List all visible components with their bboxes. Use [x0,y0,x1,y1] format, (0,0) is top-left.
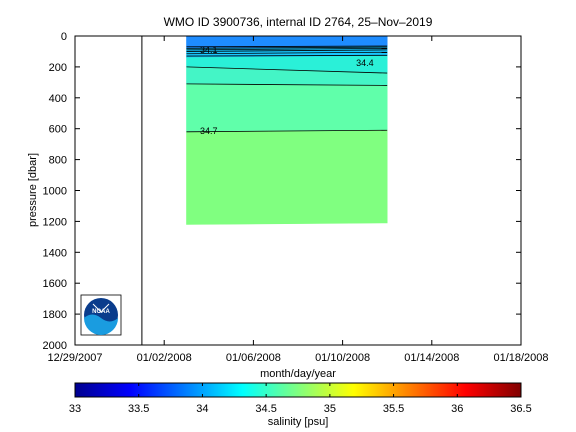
y-tick-label: 1600 [43,278,67,290]
y-tick-label: 0 [61,31,67,43]
contour-labels: 34.1 34.4 34.7 [200,45,374,136]
contour-line [186,129,388,133]
colorbar-ticks: 33 33.5 34 34.5 35 35.5 36 36.5 [69,383,532,415]
colorbar [74,382,522,398]
colorbar-tick-label: 36.5 [510,403,531,415]
colorbar-tick-label: 34.5 [255,403,276,415]
y-axis-title: pressure [dbar] [27,153,39,227]
contour-line [186,49,388,52]
y-tick-label: 1800 [43,309,67,321]
y-tick-label: 600 [49,124,67,136]
x-axis-title: month/day/year [260,368,336,380]
contour-label: 34.1 [200,45,218,55]
contour-line [186,66,388,74]
contour-line [186,83,388,86]
y-tick-label: 1200 [43,216,67,228]
y-tick-label: 200 [49,62,67,74]
colorbar-tick-label: 34 [196,403,208,415]
colorbar-tick-label: 35 [324,403,336,415]
x-tick-label: 01/02/2008 [137,352,192,364]
y-tick-label: 400 [49,93,67,105]
contour-line [186,54,388,57]
x-tick-label: 01/10/2008 [315,352,370,364]
colorbar-tick-label: 36 [451,403,463,415]
chart-title: WMO ID 3900736, internal ID 2764, 25–Nov… [164,15,433,29]
colorbar-label: salinity [psu] [268,416,329,428]
x-tick-label: 12/29/2007 [47,352,102,364]
contour-line [186,46,388,49]
contour-line [186,51,388,55]
colorbar-tick-label: 33.5 [128,403,149,415]
colorbar-tick-label: 33 [69,403,81,415]
contour-label: 34.4 [356,58,374,68]
y-tick-label: 2000 [43,340,67,352]
y-tick-label: 800 [49,155,67,167]
y-tick-label: 1400 [43,247,67,259]
salinity-layer [186,129,388,225]
y-tick-label: 1000 [43,186,67,198]
x-tick-label: 01/18/2008 [493,352,548,364]
contour-line [186,45,388,48]
plot-frame [74,35,522,346]
x-tick-labels: 12/29/2007 01/02/2008 01/06/2008 01/10/2008… [47,352,548,364]
x-tick-label: 01/06/2008 [226,352,281,364]
x-tick-label: 01/14/2008 [404,352,459,364]
colorbar-tick-label: 35.5 [383,403,404,415]
salinity-layer [186,83,388,133]
contour-label: 34.7 [200,126,218,136]
noaa-logo-text: NOAA [92,309,110,315]
contour-lines [186,45,388,133]
y-tick-labels: 0 200 400 600 800 1000 1200 1400 1600 1800 2000 [43,31,67,352]
noaa-logo: NOAA [80,294,122,336]
contour-line [186,47,388,51]
